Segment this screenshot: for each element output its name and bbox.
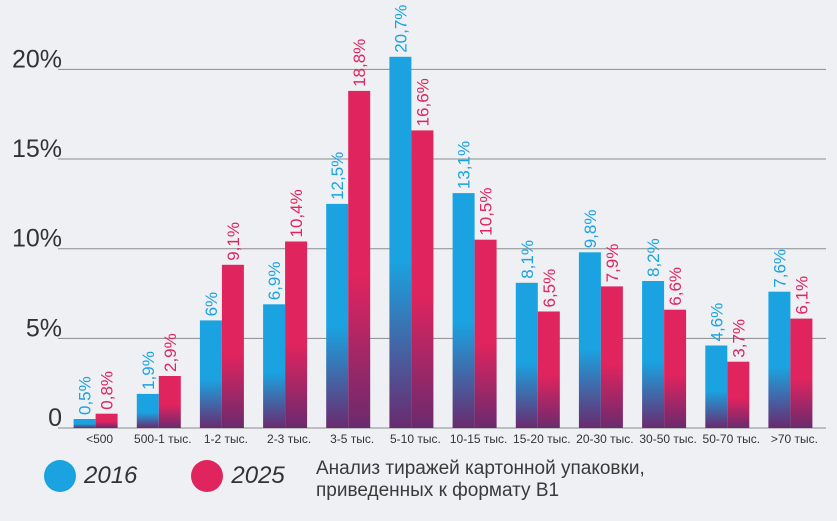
x-tick-label: 500-1 тыс. xyxy=(134,432,191,446)
x-tick-label: 20-30 тыс. xyxy=(576,432,633,446)
bar-2016 xyxy=(199,320,222,428)
bar-2016 xyxy=(768,291,791,428)
data-label-2025: 7,9% xyxy=(603,244,622,283)
data-label-2016: 6,9% xyxy=(265,262,284,301)
x-tick-label: 15-20 тыс. xyxy=(513,432,570,446)
bar-2016 xyxy=(73,419,96,428)
bar-2016 xyxy=(389,56,412,429)
bar-2025 xyxy=(790,318,813,428)
legend-swatch-2016 xyxy=(44,460,76,492)
data-label-2016: 8,1% xyxy=(518,240,537,279)
data-labels: 0,5% 0,8% 1,9% 2,9% 6% 9,1% 6,9% 10,4% 12,5% 18,8… xyxy=(76,5,812,415)
bar-2016 xyxy=(515,282,538,428)
x-tick-label: 5-10 тыс. xyxy=(390,432,441,446)
x-tick-label: 30-50 тыс. xyxy=(639,432,696,446)
x-tick-label: 10-15 тыс. xyxy=(450,432,507,446)
y-tick-label: 0 xyxy=(48,404,62,432)
data-label-2016: 6% xyxy=(202,292,221,317)
data-label-2016: 1,9% xyxy=(139,351,158,390)
x-tick-label: 1-2 тыс. xyxy=(204,432,248,446)
x-tick-label: >70 тыс. xyxy=(771,432,818,446)
y-tick-label: 5% xyxy=(26,314,62,342)
data-label-2016: 12,5% xyxy=(328,152,347,200)
y-tick-label: 15% xyxy=(12,135,62,163)
data-label-2025: 10,5% xyxy=(477,187,496,235)
bar-2025 xyxy=(348,90,371,429)
data-label-2025: 6,6% xyxy=(666,267,685,306)
bar-2025 xyxy=(221,264,244,428)
data-label-2025: 9,1% xyxy=(224,222,243,261)
bar-2025 xyxy=(537,311,560,428)
data-label-2025: 2,9% xyxy=(161,333,180,372)
y-tick-label: 20% xyxy=(12,45,62,73)
bar-2016 xyxy=(326,203,349,428)
data-label-2016: 9,8% xyxy=(581,210,600,249)
caption-line-1: Анализ тиражей картонной упаковки, xyxy=(316,458,645,479)
data-label-2016: 20,7% xyxy=(391,5,410,53)
bar-2025 xyxy=(664,309,687,428)
legend: 2016 2025 xyxy=(44,460,339,492)
x-tick-label: 2-3 тыс. xyxy=(267,432,311,446)
bar-2016 xyxy=(136,393,159,428)
legend-item-2016: 2016 xyxy=(44,460,137,492)
data-label-2016: 4,6% xyxy=(707,303,726,342)
x-tick-label: <500 xyxy=(86,432,113,446)
bar-2016 xyxy=(705,345,728,428)
bar-2016 xyxy=(263,304,286,428)
x-tick-label: 50-70 тыс. xyxy=(703,432,760,446)
chart-caption: Анализ тиражей картонной упаковки, приве… xyxy=(316,458,776,502)
data-label-2025: 10,4% xyxy=(287,189,306,237)
bar-2025 xyxy=(411,130,434,428)
data-label-2016: 13,1% xyxy=(455,141,474,189)
bar-2025 xyxy=(727,361,750,428)
legend-item-2025: 2025 xyxy=(191,460,285,492)
bar-2025 xyxy=(285,241,308,428)
data-label-2025: 18,8% xyxy=(350,39,369,87)
grid-lines xyxy=(58,68,826,429)
x-tick-label: 3-5 тыс. xyxy=(330,432,374,446)
data-label-2025: 6,1% xyxy=(792,276,811,315)
bar-2025 xyxy=(95,413,118,428)
bar-2016 xyxy=(642,281,665,428)
data-label-2025: 6,5% xyxy=(540,269,559,308)
legend-label-2016: 2016 xyxy=(84,462,138,489)
y-tick-label: 10% xyxy=(12,225,62,253)
data-label-2016: 0,5% xyxy=(76,376,95,415)
bar-2016 xyxy=(578,252,601,428)
data-label-2025: 3,7% xyxy=(729,319,748,358)
bars xyxy=(73,56,813,429)
data-label-2016: 7,6% xyxy=(770,249,789,288)
bar-2025 xyxy=(474,239,497,428)
legend-label-2025: 2025 xyxy=(231,462,285,489)
bar-2016 xyxy=(452,193,475,428)
data-label-2025: 0,8% xyxy=(98,371,117,410)
bar-2025 xyxy=(600,286,623,428)
legend-swatch-2025 xyxy=(191,460,224,492)
data-label-2025: 16,6% xyxy=(413,78,432,126)
data-label-2016: 8,2% xyxy=(644,238,663,277)
caption-line-2: приведенных к формату В1 xyxy=(316,480,560,501)
y-axis-ticks: 0 5% 10% 15% 20% xyxy=(12,45,62,432)
x-axis-ticks: <500 500-1 тыс. 1-2 тыс. 2-3 тыс. 3-5 тыс. 5-… xyxy=(86,432,818,446)
bar-2025 xyxy=(158,376,181,428)
